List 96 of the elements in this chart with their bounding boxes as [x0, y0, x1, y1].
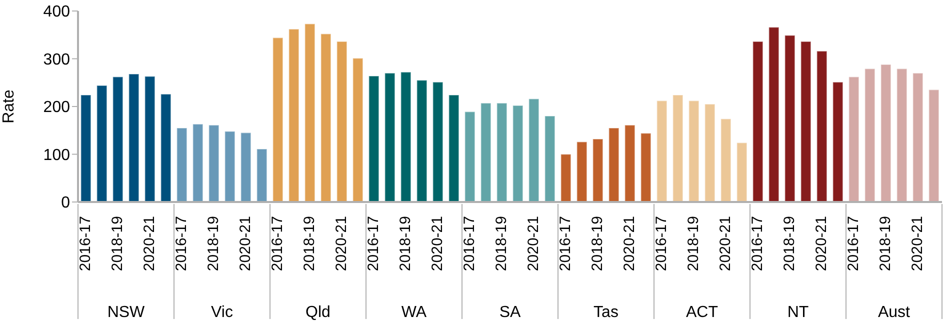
- bar: [320, 33, 332, 202]
- bar: [800, 41, 812, 202]
- bar: [160, 94, 172, 202]
- text: WA: [401, 304, 427, 321]
- bar: [416, 80, 428, 202]
- text: NSW: [107, 304, 146, 321]
- bar: [656, 100, 668, 202]
- x-tick-label: 2018-19: [205, 216, 222, 272]
- bar: [688, 100, 700, 202]
- bar: [848, 76, 860, 202]
- x-tick-label: 2018-19: [589, 216, 606, 272]
- bar: [128, 74, 140, 202]
- bar: [624, 124, 636, 202]
- bar: [880, 64, 892, 202]
- x-tick-label: 2020-21: [429, 216, 446, 272]
- x-tick-label: 2020-21: [237, 216, 254, 272]
- x-tick-label: 2016-17: [269, 216, 286, 272]
- bar: [144, 76, 156, 202]
- x-tick-label: 2018-19: [781, 216, 798, 272]
- bar: [80, 94, 92, 202]
- bar: [384, 72, 396, 202]
- bar: [480, 102, 492, 202]
- bar: [288, 28, 300, 202]
- y-tick-label: 0: [61, 194, 70, 212]
- x-tick-label: 2020-21: [141, 216, 158, 272]
- x-tick-label: 2020-21: [717, 216, 734, 272]
- bar: [192, 124, 204, 202]
- bar: [224, 130, 236, 202]
- bar: [400, 72, 412, 202]
- bar: [496, 102, 508, 202]
- bar: [864, 68, 876, 202]
- bar: [560, 154, 572, 202]
- x-tick-label: 2020-21: [813, 216, 830, 272]
- bar: [272, 37, 284, 202]
- bar: [256, 148, 268, 202]
- bar: [720, 118, 732, 202]
- x-tick-label: 2016-17: [845, 216, 862, 272]
- bar: [912, 72, 924, 202]
- x-tick-label: 2016-17: [557, 216, 574, 272]
- y-tick-label: 100: [43, 146, 70, 164]
- x-tick-label: 2020-21: [909, 216, 926, 272]
- x-tick-label: 2016-17: [461, 216, 478, 272]
- y-tick-label: 200: [43, 99, 70, 116]
- bar: [928, 89, 940, 202]
- bar: [432, 82, 444, 202]
- x-tick-label: 2016-17: [653, 216, 670, 272]
- bar: [464, 111, 476, 202]
- bar: [896, 68, 908, 202]
- bar: [816, 50, 828, 202]
- bar: [592, 138, 604, 202]
- bar: [512, 105, 524, 202]
- bar: [448, 94, 460, 202]
- text: Aust: [878, 304, 911, 321]
- bar: [576, 141, 588, 202]
- x-tick-label: 2016-17: [77, 216, 94, 272]
- y-axis-title: Rate: [0, 90, 18, 124]
- bar: [672, 94, 684, 202]
- bar: [352, 58, 364, 202]
- x-tick-label: 2016-17: [173, 216, 190, 272]
- y-tick-label: 400: [43, 4, 70, 21]
- x-tick-label: 2018-19: [301, 216, 318, 272]
- x-tick-label: 2020-21: [621, 216, 638, 272]
- x-tick-label: 2018-19: [493, 216, 510, 272]
- bar: [240, 132, 252, 202]
- text: Qld: [306, 304, 330, 321]
- bar: [736, 142, 748, 202]
- bar: [704, 104, 716, 202]
- x-tick-label: 2018-19: [685, 216, 702, 272]
- x-tick-label: 2018-19: [877, 216, 894, 272]
- x-tick-label: 2016-17: [365, 216, 382, 272]
- bar: [528, 98, 540, 202]
- bar: [112, 76, 124, 202]
- bar: [752, 41, 764, 202]
- text: ACT: [686, 304, 718, 321]
- x-tick-label: 2020-21: [333, 216, 350, 272]
- bar: [768, 26, 780, 202]
- text: Vic: [211, 304, 233, 321]
- x-tick-label: 2018-19: [397, 216, 414, 272]
- bar: [176, 127, 188, 202]
- text: Tas: [594, 304, 618, 321]
- bar: [368, 75, 380, 202]
- x-tick-label: 2016-17: [749, 216, 766, 272]
- bar: [208, 124, 220, 202]
- text: SA: [499, 304, 521, 321]
- bar: [304, 23, 316, 202]
- y-tick-label: 300: [43, 51, 70, 68]
- x-tick-label: 2020-21: [525, 216, 542, 272]
- x-tick-label: 2018-19: [109, 216, 126, 272]
- text: NT: [787, 304, 809, 321]
- bar: [544, 116, 556, 202]
- bar: [96, 84, 108, 202]
- bar: [336, 41, 348, 202]
- bar: [608, 127, 620, 202]
- bar: [640, 132, 652, 202]
- bar: [832, 82, 844, 202]
- bar: [784, 34, 796, 202]
